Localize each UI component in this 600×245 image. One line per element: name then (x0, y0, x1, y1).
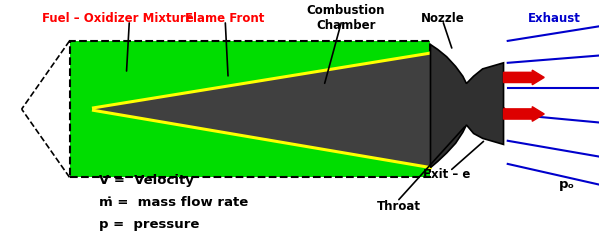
Text: Flame Front: Flame Front (185, 12, 265, 25)
Text: Throat: Throat (377, 200, 421, 213)
Text: Nozzle: Nozzle (421, 12, 464, 25)
Polygon shape (430, 45, 503, 168)
Text: ṁ =  mass flow rate: ṁ = mass flow rate (100, 196, 249, 209)
Text: Exhaust: Exhaust (528, 12, 581, 25)
Text: Vₑ: Vₑ (490, 68, 508, 82)
Bar (70, 41, 430, 177)
Text: Combustion
Chamber: Combustion Chamber (307, 4, 385, 32)
Text: ˙m: ˙m (392, 99, 415, 114)
Text: Exit – e: Exit – e (423, 168, 470, 181)
FancyArrow shape (503, 70, 544, 85)
Polygon shape (94, 53, 430, 168)
Text: p =  pressure: p = pressure (100, 218, 200, 231)
Text: V =  Velocity: V = Velocity (100, 174, 194, 187)
Text: pₑ: pₑ (490, 101, 507, 115)
FancyArrow shape (503, 107, 544, 121)
Text: Fuel – Oxidizer Mixture: Fuel – Oxidizer Mixture (41, 12, 193, 25)
Text: Aₑ: Aₑ (439, 82, 454, 95)
Text: pₒ: pₒ (559, 178, 574, 191)
